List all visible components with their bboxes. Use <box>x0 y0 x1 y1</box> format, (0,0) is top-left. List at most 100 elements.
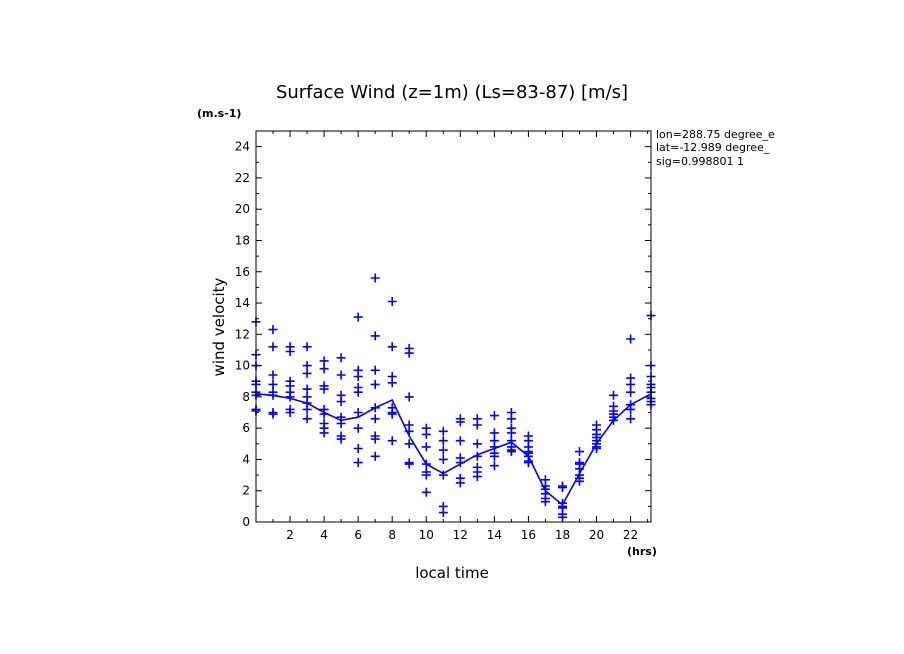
data-point <box>336 397 346 407</box>
data-point <box>489 461 499 471</box>
y-tick-label: 24 <box>235 140 250 154</box>
data-point <box>302 368 312 378</box>
data-point <box>489 451 499 461</box>
data-point <box>268 342 278 352</box>
data-point <box>438 426 448 436</box>
data-point <box>302 414 312 424</box>
y-tick-label: 6 <box>242 421 250 435</box>
data-point <box>455 436 465 446</box>
data-point <box>506 447 516 457</box>
data-point <box>336 370 346 380</box>
data-point <box>370 379 380 389</box>
annotation-lat: lat=-12.989 degree_ <box>656 141 770 154</box>
y-tick-label: 10 <box>235 359 250 373</box>
data-point <box>336 419 346 428</box>
data-point <box>558 483 567 493</box>
data-point <box>455 478 465 488</box>
y-tick-label: 2 <box>242 484 250 498</box>
y-tick-label: 12 <box>235 327 250 341</box>
y-tick-label: 4 <box>242 452 250 466</box>
data-point <box>489 428 499 438</box>
data-point <box>353 387 363 397</box>
x-tick-label: 18 <box>555 528 570 542</box>
data-point <box>285 347 295 356</box>
data-point <box>421 470 431 480</box>
data-point <box>626 404 636 414</box>
data-point <box>302 384 312 394</box>
y-tick-label: 16 <box>235 265 250 279</box>
data-point <box>455 458 465 468</box>
data-point <box>353 372 363 381</box>
data-point <box>438 454 448 464</box>
x-tick-label: 12 <box>453 528 468 542</box>
x-tick-label: 20 <box>589 528 604 542</box>
data-point <box>626 379 636 389</box>
data-point <box>626 387 636 397</box>
data-point <box>319 384 329 394</box>
data-point <box>370 414 380 424</box>
data-point <box>404 426 414 436</box>
data-point <box>319 428 329 438</box>
x-tick-label: 8 <box>388 528 396 542</box>
data-point <box>268 409 278 419</box>
data-point <box>268 390 278 400</box>
data-point <box>438 470 448 480</box>
data-point <box>268 325 278 335</box>
data-point <box>523 458 533 468</box>
data-point <box>438 508 448 518</box>
data-point <box>353 423 363 433</box>
data-point <box>268 370 278 380</box>
x-tick-label: 4 <box>320 528 328 542</box>
y-tick-label: 0 <box>242 515 250 529</box>
data-point <box>336 434 346 444</box>
data-point <box>438 445 448 455</box>
y-tick-label: 14 <box>235 296 250 310</box>
data-point <box>455 417 465 427</box>
data-point <box>506 428 516 438</box>
data-point <box>421 442 431 452</box>
data-point <box>540 497 550 507</box>
y-tick-label: 22 <box>235 171 250 185</box>
data-point <box>285 392 295 402</box>
data-point <box>387 436 397 446</box>
data-point <box>575 476 584 486</box>
data-point <box>626 414 636 424</box>
y-unit-label: (m.s-1) <box>197 107 241 120</box>
data-point <box>353 444 363 453</box>
y-axis-label: wind velocity <box>210 277 228 376</box>
y-tick-label: 18 <box>235 233 250 247</box>
data-point <box>268 379 278 389</box>
x-tick-label: 10 <box>419 528 434 542</box>
data-point <box>353 458 363 468</box>
annotation-lon: lon=288.75 degree_e <box>656 128 775 141</box>
x-unit-label: (hrs) <box>627 545 657 558</box>
data-point <box>370 403 380 413</box>
y-tick-label: 20 <box>235 202 250 216</box>
x-tick-label: 2 <box>286 528 294 542</box>
data-point <box>387 342 397 352</box>
x-tick-label: 14 <box>487 528 502 542</box>
data-point <box>387 378 397 388</box>
data-point <box>370 273 380 283</box>
y-tick-label: 8 <box>242 390 250 404</box>
x-axis-label: local time <box>415 564 489 582</box>
data-point <box>421 459 431 469</box>
x-tick-label: 16 <box>521 528 536 542</box>
data-point <box>558 512 567 522</box>
data-point <box>472 439 482 449</box>
data-point <box>370 434 380 444</box>
data-point <box>421 487 431 497</box>
data-point <box>302 361 312 371</box>
data-point <box>319 409 329 419</box>
data-point <box>472 451 482 461</box>
data-point <box>404 392 414 402</box>
annotation-sig: sig=0.998801 1 <box>656 155 744 168</box>
data-point <box>336 353 346 363</box>
data-point <box>370 365 380 375</box>
mean-line <box>255 393 652 507</box>
x-tick-label: 22 <box>623 528 638 542</box>
data-point <box>609 415 618 425</box>
data-point <box>609 390 618 400</box>
data-point <box>421 429 431 439</box>
